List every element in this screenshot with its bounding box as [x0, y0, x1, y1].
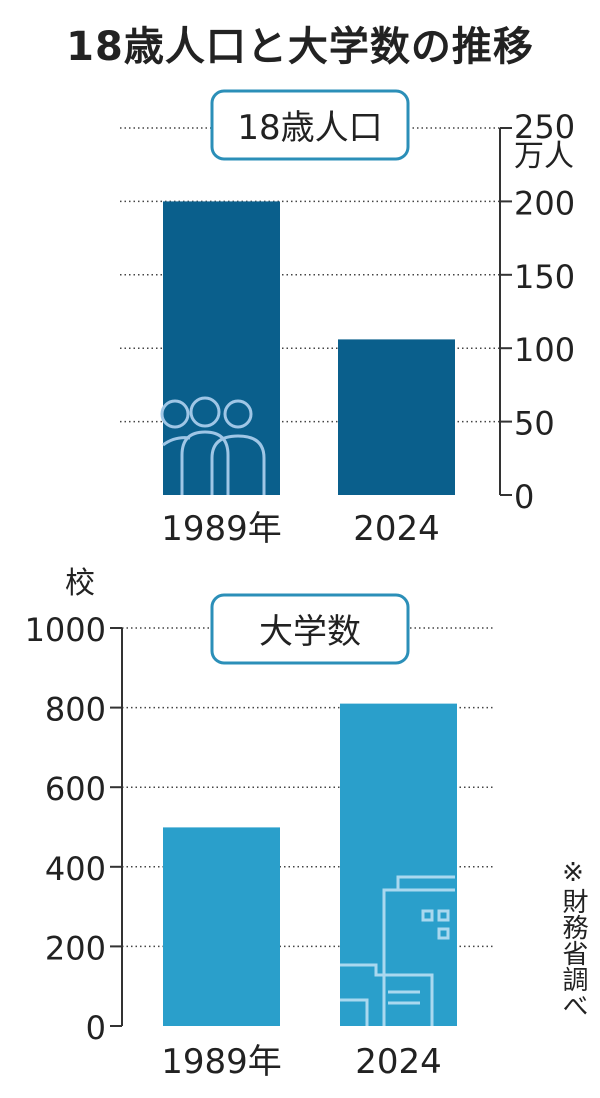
y-tick-label: 250 — [514, 108, 575, 146]
y-tick-label: 50 — [514, 405, 555, 443]
bar — [340, 703, 457, 1026]
y-tick-label: 800 — [45, 691, 106, 729]
people-icon-head — [160, 399, 190, 429]
source-note: ※財務省調べ — [558, 858, 588, 1018]
building-icon-tower — [382, 888, 455, 1026]
people-icon-body — [210, 434, 266, 495]
y-axis-unit: 万人 — [514, 139, 574, 174]
building-icon — [340, 875, 455, 1026]
y-tick-label: 0 — [86, 1009, 106, 1047]
building-icon-window — [437, 909, 450, 922]
chart-title: 18歳人口 — [237, 108, 382, 148]
bar — [338, 339, 455, 495]
people-icon-head — [189, 396, 221, 428]
x-tick-label: 1989年 — [161, 509, 282, 549]
people-icon-body — [162, 436, 191, 447]
people-icon-head — [223, 399, 253, 429]
x-tick-label: 1989年 — [161, 1042, 282, 1082]
building-icon-door — [340, 998, 369, 1026]
building-icon-window — [421, 909, 434, 922]
y-tick-label: 0 — [514, 478, 534, 516]
y-tick-label: 1000 — [25, 611, 106, 649]
page-title: 18歳人口と大学数の推移 — [66, 24, 534, 70]
y-tick-label: 150 — [514, 258, 575, 296]
building-icon-low — [340, 963, 434, 1026]
people-icon-body — [180, 430, 230, 495]
y-tick-label: 200 — [514, 184, 575, 222]
chart-title: 大学数 — [259, 612, 361, 652]
y-axis-unit: 校 — [65, 566, 95, 601]
chart-title-box — [210, 593, 410, 665]
people-icon — [160, 396, 266, 495]
x-tick-label: 2024 — [355, 1042, 442, 1082]
y-tick-label: 400 — [45, 850, 106, 888]
building-icon-roof — [396, 875, 455, 890]
y-tick-label: 100 — [514, 331, 575, 369]
x-tick-label: 2024 — [353, 509, 440, 549]
y-tick-label: 600 — [45, 770, 106, 808]
chart-title-box — [210, 89, 410, 161]
y-tick-label: 200 — [45, 929, 106, 967]
building-icon-window — [437, 927, 450, 940]
bar — [163, 827, 280, 1026]
